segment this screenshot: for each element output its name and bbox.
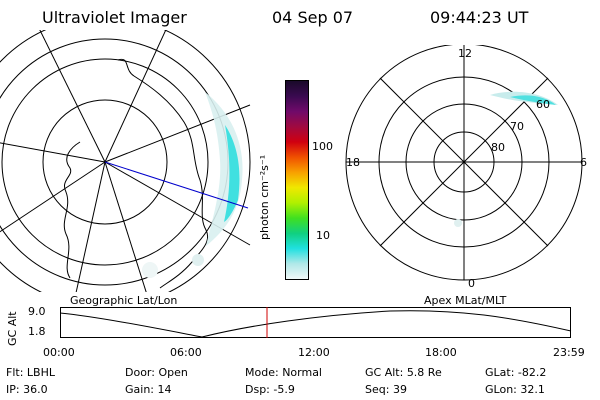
status-seq: Seq: 39 (365, 383, 407, 396)
mlt-label-12: 12 (458, 47, 472, 60)
mlt-label-6: 6 (580, 156, 587, 169)
status-dsp: Dsp: -5.9 (245, 383, 295, 396)
status-door: Door: Open (125, 366, 188, 379)
instrument-title: Ultraviolet Imager (42, 8, 187, 27)
apex-polar-plot (345, 45, 583, 281)
altitude-axis-label: GC Alt (6, 311, 19, 346)
observation-time: 09:44:23 UT (430, 8, 529, 27)
geographic-map (0, 30, 251, 292)
satellite-track (104, 161, 249, 209)
altitude-max-label: 9.0 (28, 305, 46, 318)
altitude-min-label: 1.8 (28, 325, 46, 338)
colorbar (285, 80, 309, 280)
status-ip: IP: 36.0 (6, 383, 48, 396)
altitude-timeline (60, 307, 572, 338)
status-mode: Mode: Normal (245, 366, 322, 379)
x-tick-1200: 12:00 (298, 346, 330, 359)
colorbar-unit-label: photon cm⁻²s⁻¹ (258, 154, 271, 240)
mlat-label-80: 80 (491, 141, 505, 154)
x-tick-2359: 23:59 (553, 346, 585, 359)
auroral-emission (142, 92, 243, 278)
status-gain: Gain: 14 (125, 383, 172, 396)
apex-panel-label: Apex MLat/MLT (424, 294, 507, 307)
observation-date: 04 Sep 07 (272, 8, 354, 27)
colorbar-tick-10: 10 (316, 229, 330, 242)
status-flt: Flt: LBHL (6, 366, 55, 379)
x-tick-0600: 06:00 (170, 346, 202, 359)
x-tick-1800: 18:00 (425, 346, 457, 359)
geographic-panel-label: Geographic Lat/Lon (70, 294, 178, 307)
colorbar-tick-100: 100 (312, 140, 333, 153)
mlt-label-18: 18 (346, 156, 360, 169)
polar-emission (454, 91, 558, 227)
mlat-label-60: 60 (536, 98, 550, 111)
status-glat: GLat: -82.2 (485, 366, 547, 379)
status-gcalt: GC Alt: 5.8 Re (365, 366, 442, 379)
mlt-label-0: 0 (468, 277, 475, 290)
x-tick-0000: 00:00 (43, 346, 75, 359)
mlat-label-70: 70 (510, 120, 524, 133)
status-glon: GLon: 32.1 (485, 383, 545, 396)
